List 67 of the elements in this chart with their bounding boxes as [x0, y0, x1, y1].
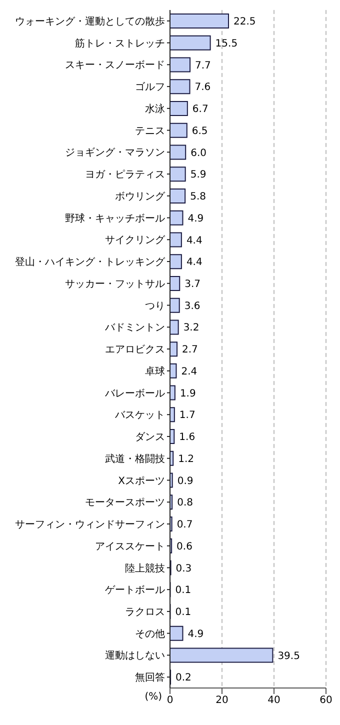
data-label: 0.6: [176, 541, 192, 552]
data-label: 0.9: [177, 476, 194, 487]
data-label: 3.2: [183, 322, 200, 334]
y-tick-label: ボウリング: [115, 191, 166, 202]
x-tick-label: 60: [320, 695, 332, 706]
y-tick-label: Xスポーツ: [118, 476, 165, 487]
data-label: 3.6: [184, 300, 200, 312]
y-tick-label: 筋トレ・ストレッチ: [75, 37, 165, 50]
x-axis-title: (%): [144, 692, 162, 703]
y-tick-label: その他: [135, 628, 165, 640]
y-tick-label: スキー・スノーボード: [65, 60, 165, 72]
data-label: 7.7: [195, 60, 211, 72]
data-label: 1.6: [179, 432, 196, 444]
y-tick-label: サイクリング: [105, 235, 166, 246]
y-tick-label: 無回答: [135, 672, 165, 684]
y-tick-label: バドミントン: [104, 322, 165, 334]
data-label: 0.8: [177, 498, 193, 509]
data-label: 0.3: [176, 563, 192, 574]
y-tick-label: ダンス: [135, 431, 165, 444]
data-label: 2.4: [181, 366, 198, 378]
y-tick-label: ゴルフ: [135, 81, 165, 94]
y-tick-label: 陸上競技: [125, 562, 165, 574]
y-tick-label: 卓球: [145, 365, 165, 378]
y-tick-label: バレーボール: [104, 388, 165, 400]
y-tick-label: バスケット: [114, 410, 165, 422]
data-label: 15.5: [215, 38, 238, 50]
data-label: 0.7: [176, 520, 193, 531]
data-label: 0.1: [175, 607, 192, 618]
data-label: 39.5: [278, 650, 300, 662]
y-tick-label: サーフィン・ウィンドサーフィン: [15, 520, 165, 531]
x-tick-label: 0: [166, 695, 174, 706]
data-label: 7.6: [194, 82, 211, 94]
y-tick-label: ラクロス: [125, 607, 165, 618]
data-label: 6.0: [190, 148, 207, 159]
y-tick-label: ジョギング・マラソン: [65, 146, 165, 159]
y-tick-label: テニス: [135, 126, 165, 137]
y-tick-label: サッカー・フットサル: [65, 278, 165, 290]
data-label: 4.4: [186, 257, 202, 268]
x-tick-label: 40: [268, 695, 280, 706]
data-label: 4.9: [188, 628, 204, 640]
data-label: 1.7: [179, 410, 196, 422]
data-label: 0.1: [175, 585, 192, 596]
data-label: 4.9: [188, 213, 204, 224]
y-tick-label: 水泳: [145, 102, 165, 115]
data-label: 1.2: [178, 454, 194, 465]
data-label: 5.8: [190, 192, 206, 203]
data-label: 22.5: [234, 16, 256, 28]
data-label: 3.7: [184, 279, 201, 290]
y-tick-label: ゲートボール: [105, 585, 165, 596]
x-tick-label: 20: [216, 695, 228, 706]
data-label: 0.2: [176, 672, 192, 684]
y-tick-label: 武道・格闘技: [105, 452, 165, 465]
data-label: 2.7: [182, 344, 198, 356]
y-tick-label: つり: [145, 300, 165, 312]
data-label: 5.9: [190, 170, 206, 181]
y-tick-label: モータースポーツ: [85, 498, 165, 509]
data-label: 1.9: [180, 388, 196, 400]
data-label: 6.7: [192, 104, 208, 116]
data-label: 6.5: [192, 126, 208, 137]
y-tick-label: エアロビクス: [105, 344, 165, 356]
y-tick-label: 野球・キャッチボール: [65, 212, 165, 224]
y-tick-label: アイススケート: [95, 541, 165, 552]
y-tick-label: 運動はしない: [105, 650, 165, 662]
y-tick-label: 登山・ハイキング・トレッキング: [15, 256, 166, 268]
y-tick-label: ヨガ・ピラティス: [85, 170, 165, 181]
y-tick-label: ウォーキング・運動としての散歩: [15, 15, 165, 28]
data-label: 4.4: [186, 235, 202, 246]
